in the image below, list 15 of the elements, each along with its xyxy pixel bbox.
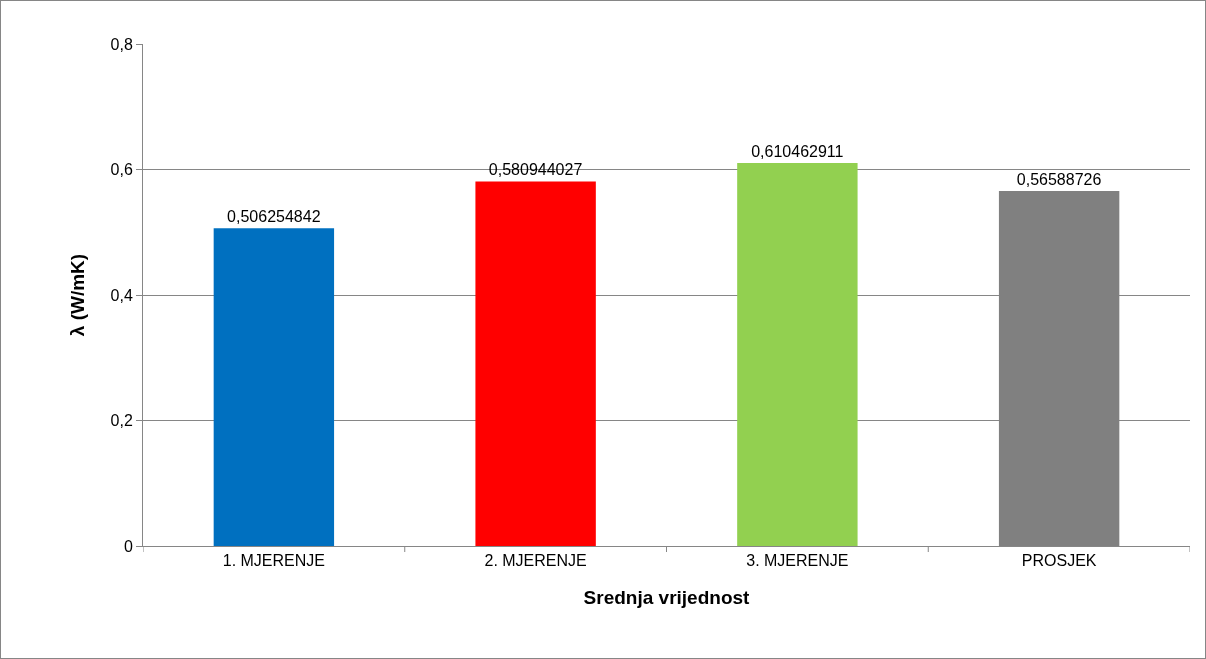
y-tick-label: 0,6 — [110, 161, 133, 179]
x-tick-label: 3. MJERENJE — [746, 552, 849, 570]
data-label: 0,610462911 — [751, 142, 844, 160]
y-tick-label: 0,8 — [110, 35, 133, 53]
data-label: 0,580944027 — [488, 161, 583, 179]
x-tick-label: PROSJEK — [1021, 552, 1097, 570]
x-tick-label: 2. MJERENJE — [484, 552, 587, 570]
x-axis-title: Srednja vrijednost — [583, 587, 751, 608]
y-tick-label: 0,4 — [110, 286, 133, 304]
y-tick-label: 0,2 — [110, 412, 133, 430]
data-label: 0,506254842 — [227, 208, 321, 226]
y-tick-label: 0 — [123, 537, 133, 555]
x-tick-label: 1. MJERENJE — [222, 552, 326, 570]
data-label: 0,56588726 — [1016, 170, 1102, 188]
y-axis-title: λ (W/mK) — [67, 253, 89, 337]
